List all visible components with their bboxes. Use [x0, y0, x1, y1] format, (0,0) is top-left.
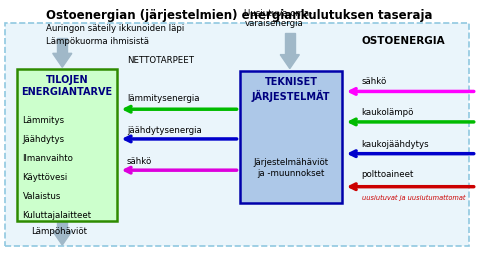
Text: Käyttövesi: Käyttövesi	[23, 173, 68, 182]
Text: kaukojäähdytys: kaukojäähdytys	[362, 140, 429, 149]
Text: Ilmanvaihto: Ilmanvaihto	[23, 154, 73, 163]
Text: Ostoenergian (järjestelmien) energiankulutuksen taseraja: Ostoenergian (järjestelmien) energiankul…	[46, 9, 433, 22]
Text: Jäähdytys: Jäähdytys	[23, 135, 65, 144]
Text: Auringon säteily ikkunoiden läpi: Auringon säteily ikkunoiden läpi	[46, 24, 184, 33]
Text: Uusiutuva oma-
varaisenergia: Uusiutuva oma- varaisenergia	[244, 9, 312, 28]
Text: lämmitysenergia: lämmitysenergia	[127, 94, 199, 103]
Text: uusiutuvat ja uusiutumattomat: uusiutuvat ja uusiutumattomat	[362, 195, 465, 201]
Bar	[5, 23, 469, 246]
Text: Lämmitys: Lämmitys	[23, 116, 65, 124]
Text: sähkö: sähkö	[127, 157, 152, 166]
Bar	[240, 71, 342, 203]
Bar	[57, 221, 67, 231]
Polygon shape	[53, 53, 72, 67]
Text: jäähdytysenergia: jäähdytysenergia	[127, 126, 202, 135]
Bar	[285, 33, 295, 55]
Text: NETTOTARPEET: NETTOTARPEET	[127, 56, 194, 65]
Text: Kuluttajalaitteet: Kuluttajalaitteet	[23, 211, 91, 220]
Text: polttoaineet: polttoaineet	[362, 170, 414, 179]
Text: TEKNISET
JÄRJESTELMÄT: TEKNISET JÄRJESTELMÄT	[252, 77, 330, 102]
Text: kaukolämpö: kaukolämpö	[362, 108, 414, 117]
Polygon shape	[53, 231, 72, 245]
Text: Lämpöhäviöt: Lämpöhäviöt	[31, 227, 87, 236]
Bar	[17, 69, 117, 221]
Text: TILOJEN
ENERGIANTARVE: TILOJEN ENERGIANTARVE	[22, 75, 113, 97]
Polygon shape	[280, 55, 299, 69]
Bar	[57, 38, 67, 53]
Text: sähkö: sähkö	[362, 77, 387, 86]
Text: Järjestelmähäviöt
ja -muunnokset: Järjestelmähäviöt ja -muunnokset	[253, 158, 329, 178]
Text: Valaistus: Valaistus	[23, 192, 61, 201]
Text: OSTOENERGIA: OSTOENERGIA	[362, 36, 445, 46]
Text: Lämpökuorma ihmisistä: Lämpökuorma ihmisistä	[46, 37, 148, 46]
